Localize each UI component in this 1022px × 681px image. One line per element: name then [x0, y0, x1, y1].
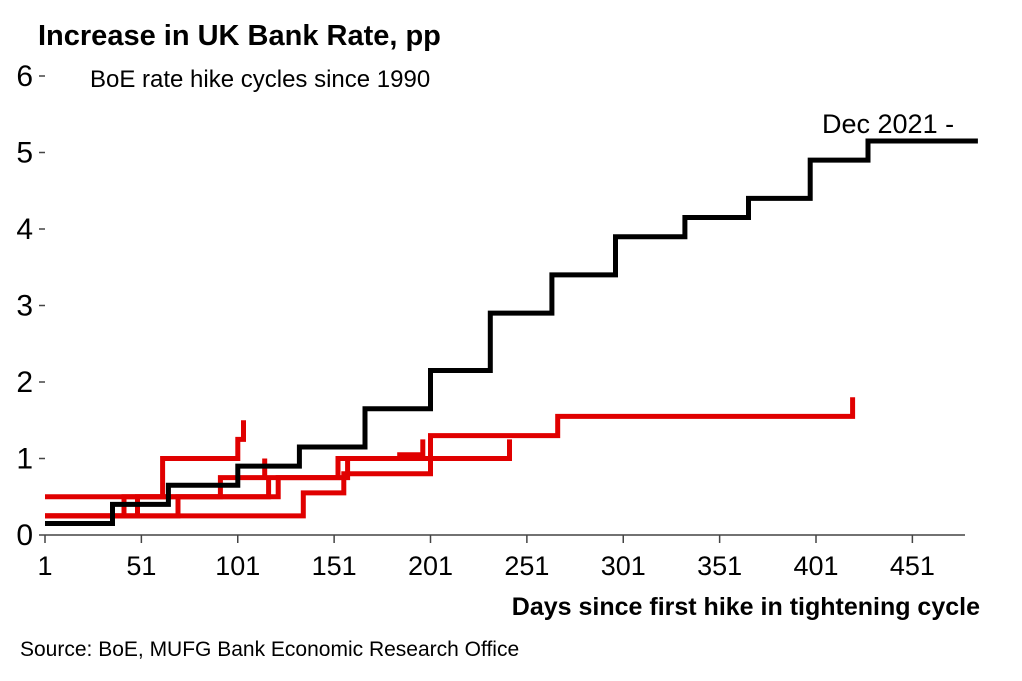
series-line-past-cycle-3 [45, 439, 426, 519]
y-tick-label: 6 [16, 60, 33, 93]
series-line-past-cycle-4 [45, 397, 856, 519]
x-tick-label: 251 [504, 551, 549, 581]
chart-subtitle: BoE rate hike cycles since 1990 [90, 66, 430, 93]
y-tick-label: 1 [16, 443, 33, 476]
chart-title: Increase in UK Bank Rate, pp [38, 20, 441, 52]
y-tick-label: 2 [16, 366, 33, 399]
current-cycle-annotation: Dec 2021 - [822, 109, 954, 139]
x-tick-label: 301 [601, 551, 646, 581]
y-tick-label: 4 [16, 213, 33, 246]
source-note: Source: BoE, MUFG Bank Economic Research… [20, 638, 519, 661]
y-axis: 0 1 2 3 4 5 6 [16, 60, 45, 552]
x-axis-label: Days since first hike in tightening cycl… [512, 593, 980, 621]
x-tick-label: 151 [312, 551, 357, 581]
x-tick-label: 201 [408, 551, 453, 581]
x-tick-label: 101 [215, 551, 260, 581]
x-tick-label: 451 [890, 551, 935, 581]
x-tick-label: 351 [697, 551, 742, 581]
series-line-current-cycle [45, 138, 978, 526]
x-tick-label: 1 [37, 551, 52, 581]
series-lines [45, 138, 978, 526]
x-tick-label: 51 [126, 551, 156, 581]
x-tick-label: 401 [793, 551, 838, 581]
x-axis: 1 51 101 151 201 251 301 351 401 451 [37, 534, 965, 581]
y-tick-label: 5 [16, 137, 33, 170]
y-tick-label: 0 [16, 519, 33, 552]
y-tick-label: 3 [16, 290, 33, 323]
